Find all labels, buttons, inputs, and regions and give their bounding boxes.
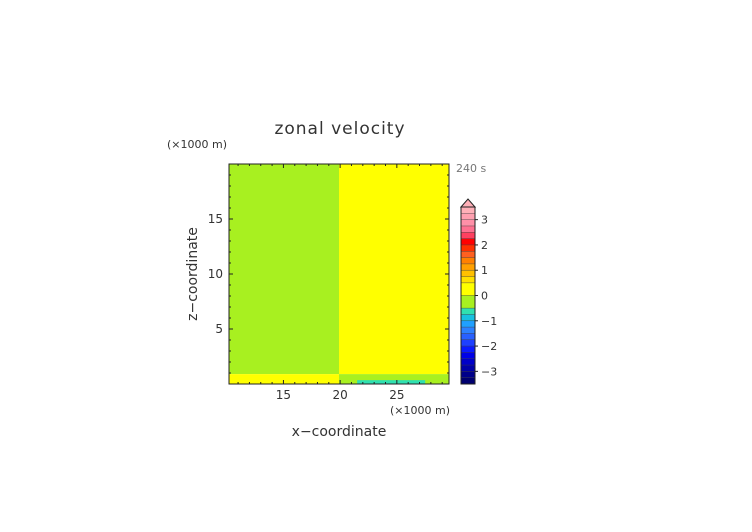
colorbar-segment: [461, 251, 475, 258]
x-tick-label: 15: [276, 388, 291, 402]
plot-area: [228, 163, 450, 385]
x-tick-label: 20: [332, 388, 347, 402]
contour-region: [339, 374, 449, 384]
x-axis: 15 20 25: [237, 164, 443, 402]
colorbar-segment: [461, 333, 475, 340]
colorbar-segment: [461, 244, 475, 252]
contour-region: [339, 164, 449, 375]
time-label: 240 s: [456, 162, 486, 175]
colorbar-segment: [461, 207, 475, 214]
colorbar-segment: [461, 339, 475, 347]
colorbar-segment: [461, 314, 475, 321]
colorbar-segment: [461, 295, 475, 309]
colorbar-segment: [461, 213, 475, 220]
colorbar-tick-label: 2: [481, 239, 488, 252]
colorbar-tick-label: 3: [481, 214, 488, 227]
colorbar-extend-arrow: [459, 198, 477, 208]
colorbar-segment: [461, 365, 475, 372]
y-unit-label: (×1000 m): [167, 138, 227, 151]
colorbar-tick-label: −3: [481, 365, 497, 378]
colorbar-segment: [461, 270, 475, 277]
colorbar-segment: [461, 219, 475, 226]
colorbar-segment: [461, 232, 475, 239]
x-tick-label: 25: [389, 388, 404, 402]
chart-title: zonal velocity: [274, 119, 405, 139]
colorbar-segment: [461, 327, 475, 334]
colorbar-segment: [461, 238, 475, 245]
contour-region: [357, 380, 426, 384]
colorbar-tick-label: 0: [481, 290, 488, 303]
colorbar: 3 2 1 0 −1 −2 −3: [459, 198, 497, 385]
colorbar-segment: [461, 308, 475, 315]
y-tick-label: 10: [208, 267, 223, 281]
colorbar-segment: [461, 358, 475, 366]
colorbar-segment: [461, 276, 475, 283]
colorbar-segment: [461, 352, 475, 359]
y-axis: 5 10 15: [208, 163, 449, 385]
colorbar-segment: [461, 371, 475, 378]
x-axis-label: x−coordinate: [292, 424, 387, 440]
colorbar-segment: [461, 225, 475, 233]
contour-region: [229, 164, 339, 375]
y-tick-label: 15: [208, 212, 223, 226]
colorbar-segment: [461, 346, 475, 353]
y-axis-label: z−coordinate: [185, 227, 201, 321]
colorbar-segment: [461, 263, 475, 271]
colorbar-segment: [461, 320, 475, 328]
contour-region: [229, 374, 339, 384]
colorbar-segment: [461, 282, 475, 296]
y-tick-label: 5: [215, 322, 223, 336]
colorbar-tick-label: −1: [481, 315, 497, 328]
colorbar-tick-label: −2: [481, 340, 497, 353]
colorbar-segment: [461, 377, 475, 384]
x-unit-label: (×1000 m): [390, 404, 450, 417]
colorbar-tick-label: 1: [481, 264, 488, 277]
colorbar-segment: [461, 257, 475, 264]
